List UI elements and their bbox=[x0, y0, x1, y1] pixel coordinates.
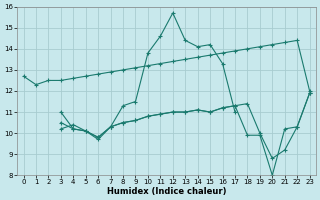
X-axis label: Humidex (Indice chaleur): Humidex (Indice chaleur) bbox=[107, 187, 226, 196]
